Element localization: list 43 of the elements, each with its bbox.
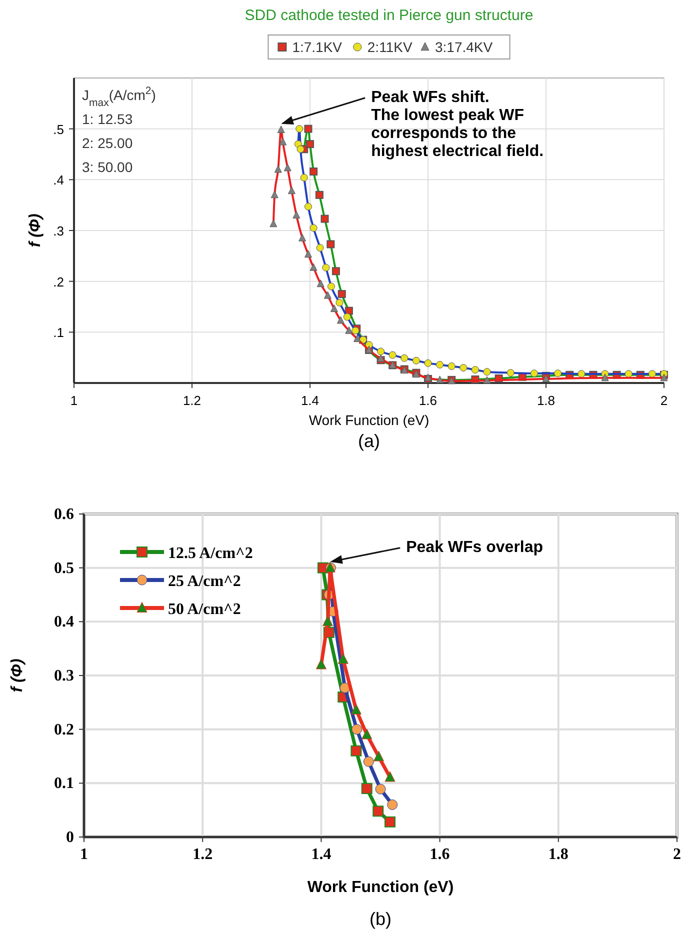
legend-label: 2:11KV bbox=[367, 39, 413, 55]
x-tick-label: 1 bbox=[70, 393, 78, 408]
x-tick-label: 1.2 bbox=[182, 393, 202, 408]
annotation: 2: 25.00 bbox=[82, 135, 133, 151]
legend-label: 50 A/cm^2 bbox=[168, 601, 241, 618]
legend-label: 1:7.1KV bbox=[292, 39, 343, 55]
y-tick-label: .3 bbox=[53, 224, 64, 238]
y-axis-title: f (Φ) bbox=[9, 658, 26, 692]
x-axis-title: Work Function (eV) bbox=[307, 879, 454, 896]
x-axis-title: Work Function (eV) bbox=[308, 412, 430, 428]
y-tick-label: 0.1 bbox=[54, 775, 74, 792]
text: (b) bbox=[370, 909, 392, 929]
x-tick-label: 2 bbox=[660, 393, 668, 408]
x-tick-label: 1.6 bbox=[430, 846, 450, 863]
y-tick-label: .4 bbox=[53, 172, 64, 188]
x-tick-label: 1.4 bbox=[300, 393, 320, 408]
y-tick-label: 0.3 bbox=[54, 668, 74, 684]
x-tick-label: 1.8 bbox=[548, 846, 568, 863]
y-tick-label: 0.6 bbox=[54, 506, 74, 523]
annotation: J$_{max}$(A/cm$^{2}$) bbox=[82, 85, 156, 109]
text: (a) bbox=[358, 431, 380, 451]
annotation: Peak WFs overlap bbox=[406, 538, 544, 556]
chart-title: SDD cathode tested in Pierce gun structure bbox=[244, 7, 534, 24]
y-tick-label: 0.5 bbox=[54, 560, 74, 577]
x-tick-label: 1 bbox=[80, 846, 88, 863]
y-tick-label: .5 bbox=[53, 122, 64, 137]
legend-label: 12.5 A/cm^2 bbox=[168, 545, 253, 562]
x-tick-label: 1.4 bbox=[311, 846, 332, 863]
x-tick-label: 1.6 bbox=[418, 393, 438, 408]
x-tick-label: 1.2 bbox=[192, 846, 213, 863]
y-tick-label: .1 bbox=[53, 325, 64, 340]
x-tick-label: 2 bbox=[673, 846, 681, 863]
y-tick-label: 0 bbox=[66, 829, 74, 846]
annotation: Peak WFs shift. The lowest peak WF corresponds to the highest electrical field. bbox=[371, 88, 544, 160]
y-tick-label: 0.2 bbox=[54, 721, 74, 738]
x-tick-label: 1.8 bbox=[536, 393, 556, 408]
legend-label: 3:17.4KV bbox=[435, 39, 494, 55]
y-tick-label: 0.4 bbox=[54, 614, 74, 631]
y-tick-label: .2 bbox=[53, 274, 64, 290]
y-axis-title: f (Φ) bbox=[27, 214, 44, 248]
annotation: 3: 50.00 bbox=[82, 159, 133, 175]
annotation: 1: 12.53 bbox=[82, 111, 133, 127]
legend-label: 25 A/cm^2 bbox=[168, 573, 241, 590]
